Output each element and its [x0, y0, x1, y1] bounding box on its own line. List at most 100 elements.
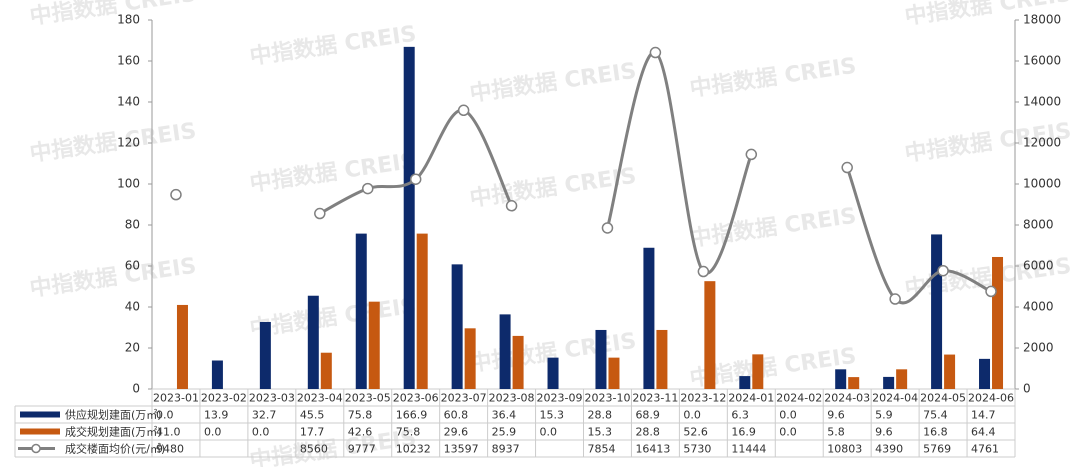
watermark: 中指数据 CREIS: [248, 425, 418, 467]
legend-key: [20, 411, 60, 418]
bar: [547, 357, 559, 389]
x-tick-label: 2024-05: [920, 392, 966, 405]
table-cell: 42.6: [348, 426, 373, 439]
table-cell: 13.9: [204, 409, 229, 422]
price-point: [409, 173, 422, 185]
table-cell: 0.0: [683, 409, 701, 422]
bar: [752, 354, 764, 389]
x-tick-label: 2023-12: [680, 392, 726, 405]
price-line: [319, 51, 992, 305]
table-cell: 5730: [683, 443, 711, 456]
bar: [992, 256, 1004, 389]
x-tick-label: 2023-07: [441, 392, 487, 405]
table-cell: 16.9: [731, 426, 756, 439]
table-cell: 8937: [492, 443, 520, 456]
watermark: 中指数据 CREIS: [248, 21, 418, 70]
y-tick-label: 180: [117, 13, 140, 27]
x-tick-label: 2023-06: [393, 392, 439, 405]
price-point: [601, 222, 614, 234]
table-cell: 10232: [396, 443, 431, 456]
table-cell: 52.6: [683, 426, 708, 439]
price-point: [457, 104, 470, 117]
price-point: [505, 200, 518, 212]
table-cell: 32.7: [252, 409, 277, 422]
table-cell: 7854: [588, 443, 616, 456]
x-tick-label: 2023-02: [201, 392, 247, 405]
watermark: 中指数据 CREIS: [248, 293, 418, 342]
table-cell: 28.8: [588, 409, 613, 422]
table-cell: 64.4: [971, 426, 996, 439]
bar: [368, 301, 380, 389]
y-tick-label: 80: [125, 218, 140, 232]
price-point: [841, 161, 853, 174]
y2-tick-label: 14000: [1023, 95, 1061, 109]
bar: [499, 314, 511, 389]
price-point: [314, 207, 326, 220]
bar: [595, 329, 607, 389]
x-tick-label: 2024-01: [728, 392, 774, 405]
y2-tick-label: 0: [1023, 382, 1031, 396]
y2-tick-label: 18000: [1023, 13, 1061, 27]
legend-label: 成交楼面均价(元/㎡): [65, 442, 165, 456]
table-cell: 9.6: [875, 426, 893, 439]
bar: [643, 247, 655, 389]
table-cell: 10803: [827, 443, 862, 456]
watermark: 中指数据 CREIS: [28, 253, 198, 302]
y2-tick-label: 10000: [1023, 177, 1061, 191]
table-cell: 9777: [348, 443, 376, 456]
price-point: [985, 285, 997, 298]
bar: [704, 281, 716, 389]
legend-key: [20, 428, 60, 435]
table-cell: 29.6: [444, 426, 469, 439]
table-cell: 11444: [731, 443, 766, 456]
table-cell: 15.3: [540, 409, 565, 422]
table-cell: 68.9: [635, 409, 660, 422]
bar: [451, 264, 463, 389]
table-cell: 5.9: [875, 409, 893, 422]
bar: [211, 360, 223, 389]
table-cell: 0.0: [779, 426, 797, 439]
watermark: 中指数据 CREIS: [28, 0, 198, 30]
legend-label: 供应规划建面(万㎡): [65, 408, 162, 422]
bar: [176, 304, 188, 389]
x-tick-label: 2024-02: [776, 392, 822, 405]
bar: [320, 352, 332, 389]
table-cell: 41.0: [156, 426, 181, 439]
y-tick-label: 100: [117, 177, 140, 191]
table-cell: 5.8: [827, 426, 845, 439]
x-tick-label: 2023-04: [297, 392, 343, 405]
table-cell: 15.3: [588, 426, 613, 439]
watermark: 中指数据 CREIS: [468, 58, 638, 107]
y2-tick-label: 12000: [1023, 136, 1061, 150]
bar: [464, 328, 476, 389]
bar: [944, 354, 956, 389]
table-cell: 6.3: [731, 409, 749, 422]
y-tick-label: 40: [125, 300, 140, 314]
table-cell: 16.8: [923, 426, 948, 439]
y2-tick-label: 6000: [1023, 259, 1054, 273]
watermark: 中指数据 CREIS: [688, 53, 858, 102]
y2-tick-label: 2000: [1023, 341, 1054, 355]
price-point: [745, 148, 758, 161]
table-cell: 9.6: [827, 409, 845, 422]
table-cell: 0.0: [540, 426, 558, 439]
x-tick-label: 2024-04: [872, 392, 918, 405]
bar: [896, 369, 908, 389]
x-tick-label: 2023-03: [249, 392, 295, 405]
bar: [656, 329, 668, 389]
x-tick-label: 2023-09: [537, 392, 583, 405]
price-point: [889, 293, 901, 305]
price-point: [649, 46, 662, 59]
table-cell: 25.9: [492, 426, 516, 439]
bar: [403, 46, 415, 389]
table-cell: 17.7: [300, 426, 325, 439]
table-cell: 13597: [444, 443, 479, 456]
table-cell: 36.4: [492, 409, 516, 422]
bar: [259, 321, 271, 389]
price-point: [697, 265, 710, 278]
y-tick-label: 20: [125, 341, 140, 355]
y-tick-label: 140: [117, 95, 140, 109]
table-cell: 14.7: [971, 409, 996, 422]
legend-label: 成交规划建面(万㎡): [65, 425, 162, 439]
